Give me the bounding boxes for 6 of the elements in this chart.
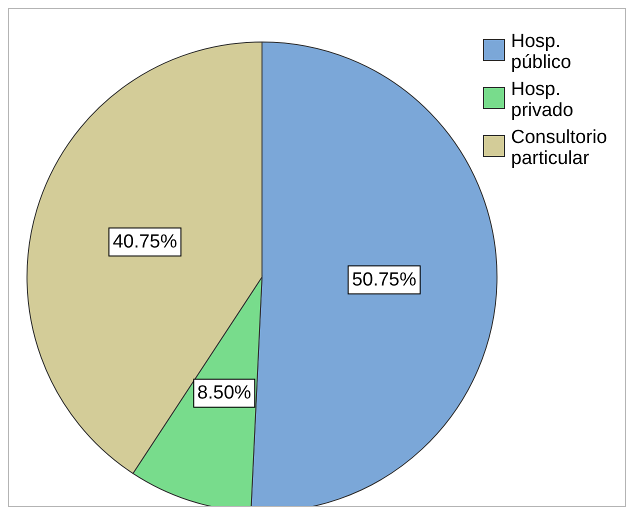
data-label: 50.75% bbox=[352, 269, 416, 290]
legend-label: Consultorio particular bbox=[511, 127, 608, 169]
legend-label: Hosp. privado bbox=[511, 79, 574, 121]
data-label: 40.75% bbox=[112, 231, 178, 252]
data-label: 8.50% bbox=[197, 382, 252, 404]
legend-label: Hosp. público bbox=[511, 31, 572, 73]
